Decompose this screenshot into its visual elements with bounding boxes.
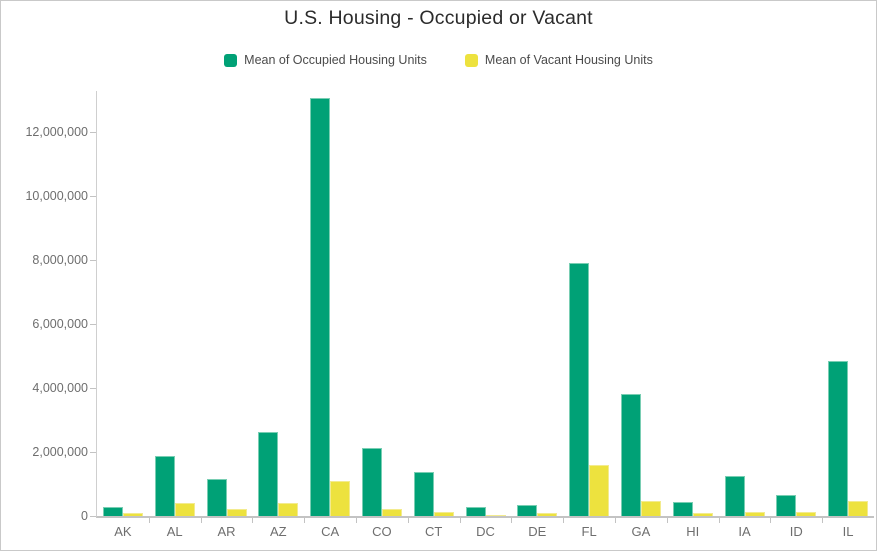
x-axis-label-CT: CT — [425, 524, 443, 539]
y-axis-tick — [90, 387, 96, 389]
x-axis-tick — [200, 518, 202, 523]
x-axis-tick — [304, 518, 306, 523]
y-axis-tick — [90, 195, 96, 197]
x-axis-tick — [563, 518, 565, 523]
legend-swatch-occupied — [224, 53, 238, 67]
x-axis-tick — [252, 518, 254, 523]
x-axis-label-GA: GA — [631, 524, 651, 539]
y-axis-tick-label: 12,000,000 — [25, 124, 88, 139]
y-axis-tick-label: 8,000,000 — [32, 252, 88, 267]
bar-vacant-HI[interactable] — [692, 513, 713, 516]
x-axis-tick — [770, 518, 772, 523]
x-axis-label-CA: CA — [321, 524, 340, 539]
y-axis-tick-label: 2,000,000 — [32, 444, 88, 459]
x-axis-label-ID: ID — [789, 524, 803, 539]
bar-vacant-GA[interactable] — [640, 501, 661, 516]
y-axis-labels: 0 2,000,000 4,000,000 6,000,000 8,000,000 10,… — [1, 91, 88, 523]
x-axis-labels: AK AL AR AZ CA CO CT DC DE FL GA HI IA ID IL — [97, 524, 874, 544]
y-axis-tick — [90, 516, 96, 517]
x-axis-label-AL: AL — [166, 524, 183, 539]
x-axis-label-CO: CO — [372, 524, 392, 539]
bar-vacant-ID[interactable] — [796, 512, 817, 516]
bar-occupied-AL[interactable] — [154, 456, 175, 516]
y-axis-tick — [90, 131, 96, 133]
x-axis-tick — [666, 518, 668, 523]
legend-item-occupied[interactable]: Mean of Occupied Housing Units — [224, 53, 427, 67]
bar-occupied-CT[interactable] — [413, 472, 434, 516]
bar-vacant-IA[interactable] — [744, 512, 765, 516]
bar-occupied-FL[interactable] — [569, 263, 590, 516]
x-axis-label-FL: FL — [581, 524, 597, 539]
bar-occupied-DC[interactable] — [465, 507, 486, 516]
y-axis-tick-label: 4,000,000 — [32, 380, 88, 395]
x-axis-tick — [407, 518, 409, 523]
bar-vacant-CO[interactable] — [381, 509, 402, 516]
y-axis-tick-label: 6,000,000 — [32, 316, 88, 331]
bar-occupied-AR[interactable] — [206, 479, 227, 516]
bar-vacant-AL[interactable] — [174, 503, 195, 516]
bar-occupied-CA[interactable] — [310, 98, 331, 516]
bar-occupied-AZ[interactable] — [258, 432, 279, 516]
x-axis-tick — [148, 518, 150, 523]
bar-occupied-IA[interactable] — [724, 476, 745, 516]
chart-title: U.S. Housing - Occupied or Vacant — [284, 7, 593, 29]
bar-vacant-CT[interactable] — [433, 512, 454, 516]
y-axis-tick — [90, 259, 96, 261]
bar-occupied-IL[interactable] — [828, 361, 849, 516]
bar-vacant-FL[interactable] — [589, 465, 610, 516]
legend-label-vacant: Mean of Vacant Housing Units — [484, 53, 653, 67]
chart-legend: Mean of Occupied Housing Units Mean of Va… — [1, 53, 876, 67]
plot-area — [90, 91, 874, 523]
x-axis-label-DE: DE — [528, 524, 547, 539]
bar-occupied-AK[interactable] — [102, 507, 123, 516]
x-axis-label-IL: IL — [842, 524, 854, 539]
x-axis-tick — [822, 518, 824, 523]
bar-occupied-ID[interactable] — [776, 495, 797, 516]
x-axis-label-AR: AR — [217, 524, 236, 539]
bar-occupied-GA[interactable] — [620, 394, 641, 516]
bar-vacant-IL[interactable] — [848, 501, 869, 516]
x-axis-tick — [459, 518, 461, 523]
x-axis-tick — [511, 518, 513, 523]
x-axis-label-AK: AK — [114, 524, 132, 539]
y-axis-tick — [90, 323, 96, 325]
x-axis-label-DC: DC — [476, 524, 495, 539]
bar-vacant-DC[interactable] — [485, 515, 506, 516]
bar-vacant-AK[interactable] — [122, 513, 143, 516]
x-axis-label-HI: HI — [686, 524, 700, 539]
x-axis-tick — [615, 518, 616, 523]
x-axis-tick — [718, 518, 720, 523]
legend-swatch-vacant — [464, 53, 478, 67]
x-axis-label-AZ: AZ — [269, 524, 287, 539]
bar-occupied-HI[interactable] — [672, 502, 693, 516]
y-axis-tick-label: 10,000,000 — [25, 188, 88, 203]
x-axis-tick — [356, 518, 357, 523]
y-axis-tick-label: 0 — [81, 509, 88, 523]
legend-item-vacant[interactable]: Mean of Vacant Housing Units — [464, 53, 653, 67]
bar-vacant-DE[interactable] — [537, 513, 558, 516]
bar-vacant-AR[interactable] — [226, 509, 247, 516]
bar-vacant-AZ[interactable] — [278, 503, 299, 516]
legend-label-occupied: Mean of Occupied Housing Units — [244, 53, 427, 67]
bar-occupied-CO[interactable] — [361, 448, 382, 516]
y-axis-tick — [90, 451, 96, 453]
x-axis-label-IA: IA — [738, 524, 751, 539]
bar-occupied-DE[interactable] — [517, 505, 538, 516]
bar-vacant-CA[interactable] — [330, 481, 351, 516]
